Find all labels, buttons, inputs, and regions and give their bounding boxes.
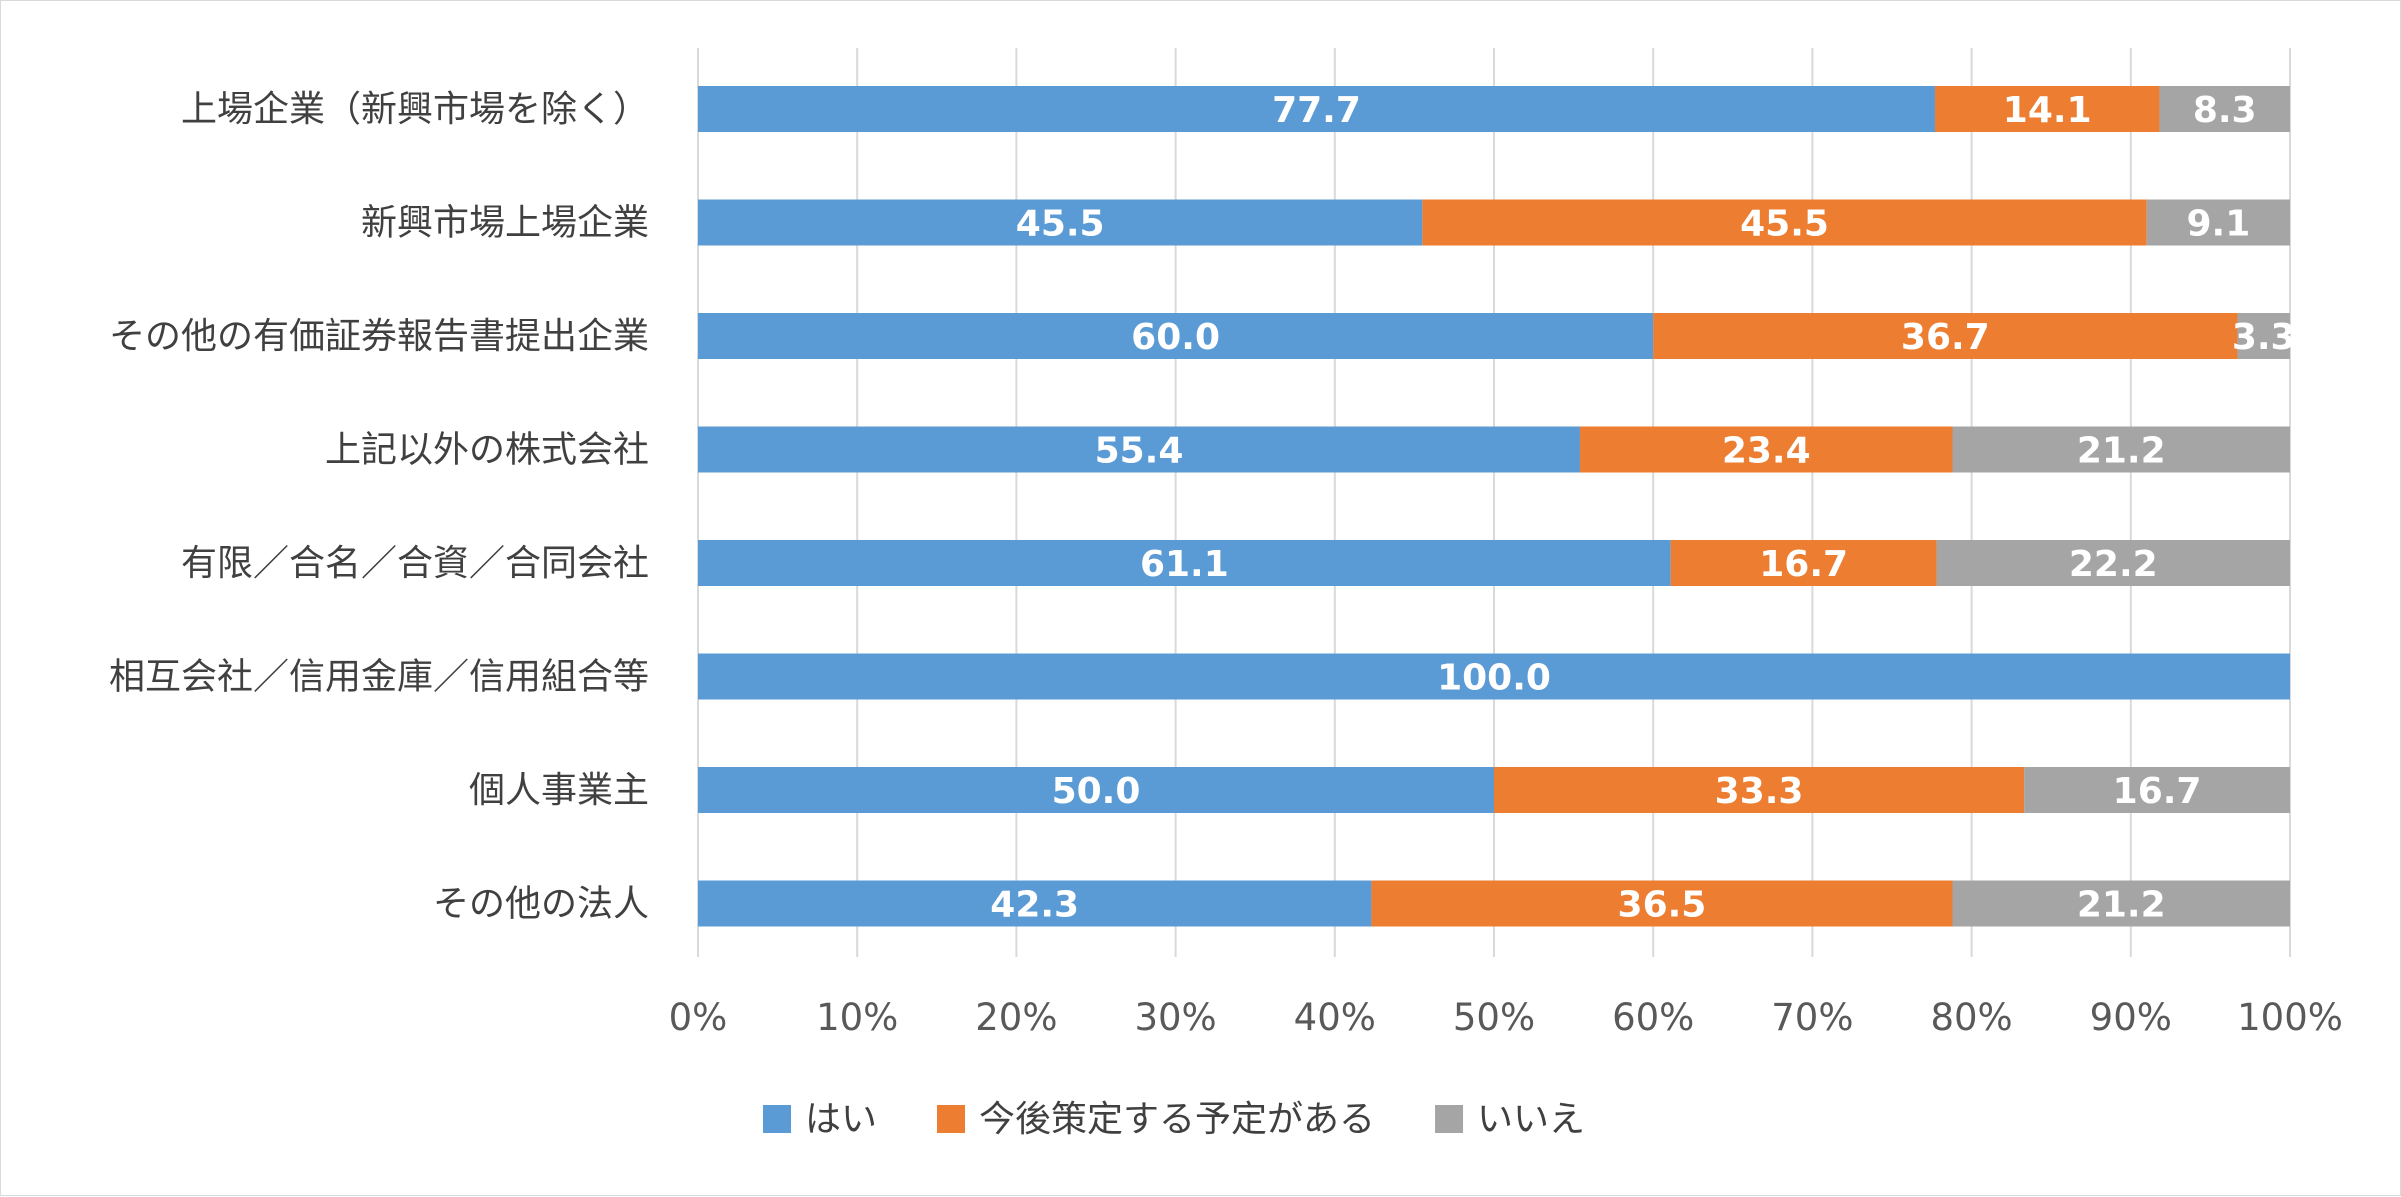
bar-segment [698,426,1580,473]
data-label: 21.2 [2077,885,2166,926]
bar-segment [1936,540,2290,586]
category-label: 個人事業主 [469,770,649,811]
bar-segment [1934,86,2160,132]
legend-swatch [763,1105,791,1133]
category-labels: 上場企業（新興市場を除く） 新興市場上場企業その他の有価証券報告書提出企業上記以外… [109,89,649,925]
category-label: 相互会社／信用金庫／信用組合等 [109,657,649,698]
x-tick-label: 60% [1612,996,1694,1039]
data-label: 33.3 [1715,771,1804,812]
bar-segment [2024,767,2290,813]
legend: はい 今後策定する予定がある いいえ [763,1099,1585,1140]
bar-segment [698,767,1494,813]
x-tick-label: 100% [2237,996,2343,1039]
x-tick-label: 40% [1294,996,1376,1039]
category-label: 上記以外の株式会社 [325,430,649,471]
x-tick-label: 0% [669,996,728,1039]
category-label: 上場企業（新興市場を除く） [181,89,649,130]
bar-segment [1952,426,2290,473]
category-label: 新興市場上場企業 [361,203,649,244]
data-label: 100.0 [1437,658,1551,699]
x-tick-label: 90% [2090,996,2172,1039]
bar-segment [2146,199,2290,246]
bar-segment [2237,313,2290,359]
data-label: 9.1 [2186,204,2250,245]
data-label: 8.3 [2193,90,2257,131]
data-label: 55.4 [1095,431,1184,472]
data-label: 60.0 [1131,317,1220,358]
gridlines [697,48,2291,957]
data-label: 36.5 [1618,885,1707,926]
legend-swatch [1435,1105,1464,1133]
x-tick-label: 50% [1453,996,1535,1039]
category-label: その他の法人 [433,884,649,925]
bar-segment [1422,199,2147,246]
x-tick-label: 20% [975,996,1057,1039]
bars: 77.7 14.1 8.3 45.5 45.5 9.1 60.0 36.7 3.3 55.4 23.… [698,86,2296,927]
data-label: 23.4 [1722,431,1811,472]
x-tick-label: 80% [1930,996,2012,1039]
bar-segment [698,880,1372,927]
data-label: 14.1 [2003,90,2092,131]
x-tick-label: 10% [816,996,898,1039]
bar-segment [1670,540,1937,586]
bar-segment [1579,426,1953,473]
data-label: 42.3 [990,885,1079,926]
legend-label: 今後策定する予定がある [979,1099,1375,1140]
x-tick-label: 70% [1771,996,1853,1039]
data-label: 22.2 [2069,544,2158,585]
bar-segment [698,86,1935,132]
data-label: 16.7 [2113,771,2202,812]
category-label: その他の有価証券報告書提出企業 [109,316,649,357]
legend-swatch [937,1105,966,1133]
data-label: 61.1 [1140,544,1229,585]
category-label: 有限／合名／合資／合同会社 [181,543,649,584]
legend-label: いいえ [1477,1099,1585,1140]
data-label: 77.7 [1272,90,1361,131]
data-label: 21.2 [2077,431,2166,472]
bar-segment [1653,313,2238,359]
bar-segment [698,540,1671,586]
data-label: 3.3 [2232,317,2296,358]
bar-segment [698,313,1654,359]
data-label: 36.7 [1901,317,1990,358]
bar-segment [1952,880,2290,927]
data-label: 45.5 [1740,204,1829,245]
legend-label: はい [805,1099,877,1140]
data-label: 16.7 [1759,544,1848,585]
bar-segment [1371,880,1953,927]
x-tick-label: 30% [1134,996,1216,1039]
bar-segment [698,199,1423,246]
data-label: 50.0 [1052,771,1141,812]
bar-segment [698,653,2290,700]
bar-segment [1494,767,2025,813]
data-label: 45.5 [1016,204,1105,245]
bar-segment [2159,86,2290,132]
x-axis-tick-labels: 0% 10% 20% 30% 40% 50% 60% 70% 80% 90% 100% [669,996,2343,1039]
